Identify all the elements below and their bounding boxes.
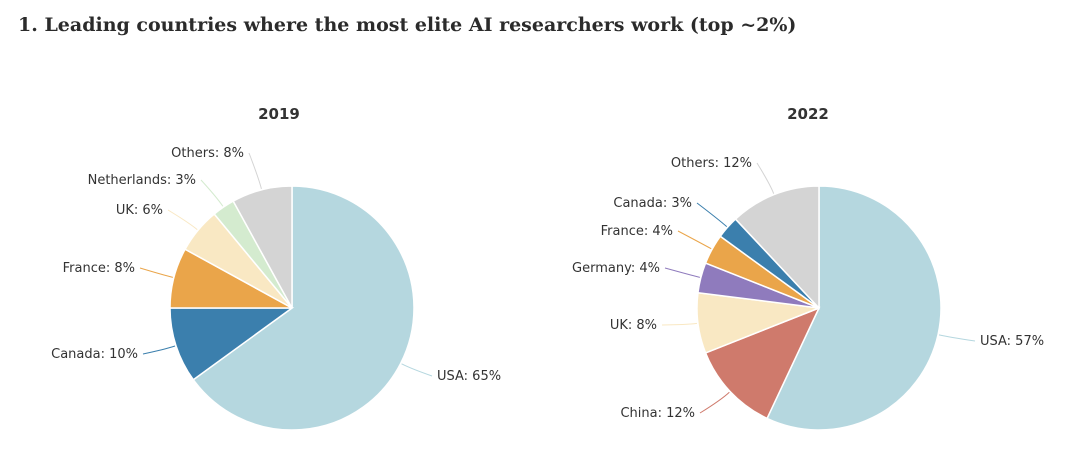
chart-title-2019: 2019 — [258, 105, 300, 123]
slice-label-usa-2019: USA: 65% — [437, 369, 501, 384]
pie-chart-2019: 2019 USA: 65% Canada: 10% France: 8% UK: 6%… — [51, 105, 501, 431]
slice-label-canada-2022: Canada: 3% — [613, 196, 692, 211]
leader-line-uk-2019 — [167, 209, 198, 230]
slice-label-france-2022: France: 4% — [601, 224, 673, 239]
pie-slice-others-2022[interactable] — [734, 185, 820, 310]
leader-line-canada-2019 — [142, 345, 176, 355]
page-title: 1. Leading countries where the most elit… — [18, 14, 797, 36]
leader-line-france-2019 — [139, 267, 173, 278]
leader-line-usa-2019 — [401, 363, 433, 377]
leader-line-canada-2022 — [696, 202, 728, 228]
leader-line-germany-2022 — [664, 267, 700, 278]
pie-slice-canada-2019[interactable] — [169, 307, 295, 381]
leader-line-others-2019 — [248, 152, 262, 189]
slice-label-others-2019: Others: 8% — [171, 146, 244, 161]
slice-label-others-2022: Others: 12% — [671, 156, 752, 171]
slice-label-netherlands-2019: Netherlands: 3% — [88, 173, 196, 188]
pie-slice-usa-2022[interactable] — [766, 185, 942, 431]
pie-chart-2022: 2022 USA: 57% China: 12% UK: 8% Germany: 4%… — [572, 105, 1044, 431]
slice-label-canada-2019: Canada: 10% — [51, 347, 138, 362]
chart-title-2022: 2022 — [787, 105, 829, 123]
slice-label-uk-2019: UK: 6% — [116, 203, 163, 218]
leader-line-others-2022 — [756, 162, 775, 194]
pie-slice-china-2022[interactable] — [704, 306, 821, 420]
leader-line-france-2022 — [677, 230, 712, 250]
slice-label-germany-2022: Germany: 4% — [572, 261, 660, 276]
leader-line-usa-2022 — [938, 334, 976, 342]
pie-slice-others-2019[interactable] — [232, 185, 293, 309]
leader-line-china-2022 — [699, 391, 730, 414]
slice-label-france-2019: France: 8% — [63, 261, 135, 276]
slice-label-china-2022: China: 12% — [620, 406, 695, 421]
leader-line-uk-2022 — [661, 322, 698, 326]
slice-label-uk-2022: UK: 8% — [610, 318, 657, 333]
slice-label-usa-2022: USA: 57% — [980, 334, 1044, 349]
leader-line-netherlands-2019 — [200, 179, 224, 207]
pie-slice-usa-2019[interactable] — [192, 185, 415, 431]
